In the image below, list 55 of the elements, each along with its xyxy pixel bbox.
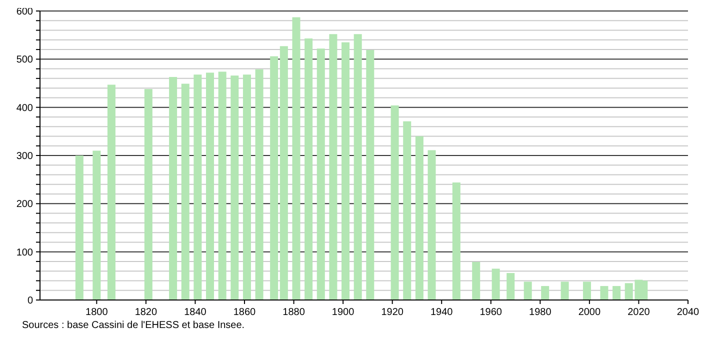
- bar: [194, 74, 202, 300]
- bar: [600, 286, 608, 300]
- x-tick-label: 1980: [529, 307, 552, 318]
- bar: [181, 84, 190, 300]
- x-tick-label: 2040: [676, 307, 700, 318]
- x-tick-label: 1800: [86, 307, 108, 318]
- bar: [329, 34, 338, 300]
- bar: [316, 48, 325, 300]
- bar: [206, 72, 214, 300]
- bar: [169, 76, 178, 300]
- bar: [560, 282, 569, 300]
- bar: [403, 121, 412, 300]
- y-tick-label: 200: [16, 199, 34, 210]
- bar: [506, 273, 515, 300]
- x-tick-label: 1880: [282, 307, 306, 318]
- bar: [255, 69, 264, 300]
- bar: [107, 84, 116, 300]
- bar: [270, 56, 278, 300]
- x-tick-label: 1940: [430, 307, 454, 318]
- x-tick-label: 2020: [628, 307, 650, 318]
- x-tick-label: 2000: [578, 307, 602, 318]
- bar: [452, 182, 460, 300]
- bar: [75, 156, 84, 300]
- bar: [366, 50, 374, 300]
- bar: [230, 76, 239, 300]
- bar: [428, 150, 436, 300]
- y-tick-label: 300: [16, 151, 34, 162]
- bar: [582, 282, 591, 300]
- bar: [415, 136, 424, 300]
- bar: [541, 286, 550, 300]
- x-tick-label: 1960: [480, 307, 502, 318]
- bar: [612, 286, 621, 300]
- bar: [472, 262, 480, 300]
- bar: [280, 46, 288, 300]
- y-tick-label: 0: [27, 296, 34, 306]
- bar: [524, 282, 532, 300]
- bar: [144, 89, 152, 300]
- source-note: Sources : base Cassini de l'EHESS et base Insee.: [22, 320, 245, 331]
- bar: [92, 150, 101, 300]
- x-tick-label: 1920: [381, 307, 404, 318]
- bar: [218, 72, 226, 300]
- y-tick-label: 400: [16, 102, 34, 114]
- x-tick-label: 1840: [184, 307, 207, 318]
- x-tick-label: 1860: [233, 307, 256, 318]
- bar: [492, 268, 500, 300]
- x-tick-label: 1900: [332, 307, 355, 318]
- x-tick-label: 1820: [134, 307, 158, 318]
- y-tick-label: 500: [16, 54, 34, 66]
- bar: [304, 38, 313, 300]
- y-tick-label: 100: [16, 247, 34, 258]
- bar: [242, 74, 251, 300]
- bar: [292, 17, 300, 300]
- bar: [354, 34, 362, 300]
- bar: [390, 105, 399, 300]
- bar: [342, 42, 350, 300]
